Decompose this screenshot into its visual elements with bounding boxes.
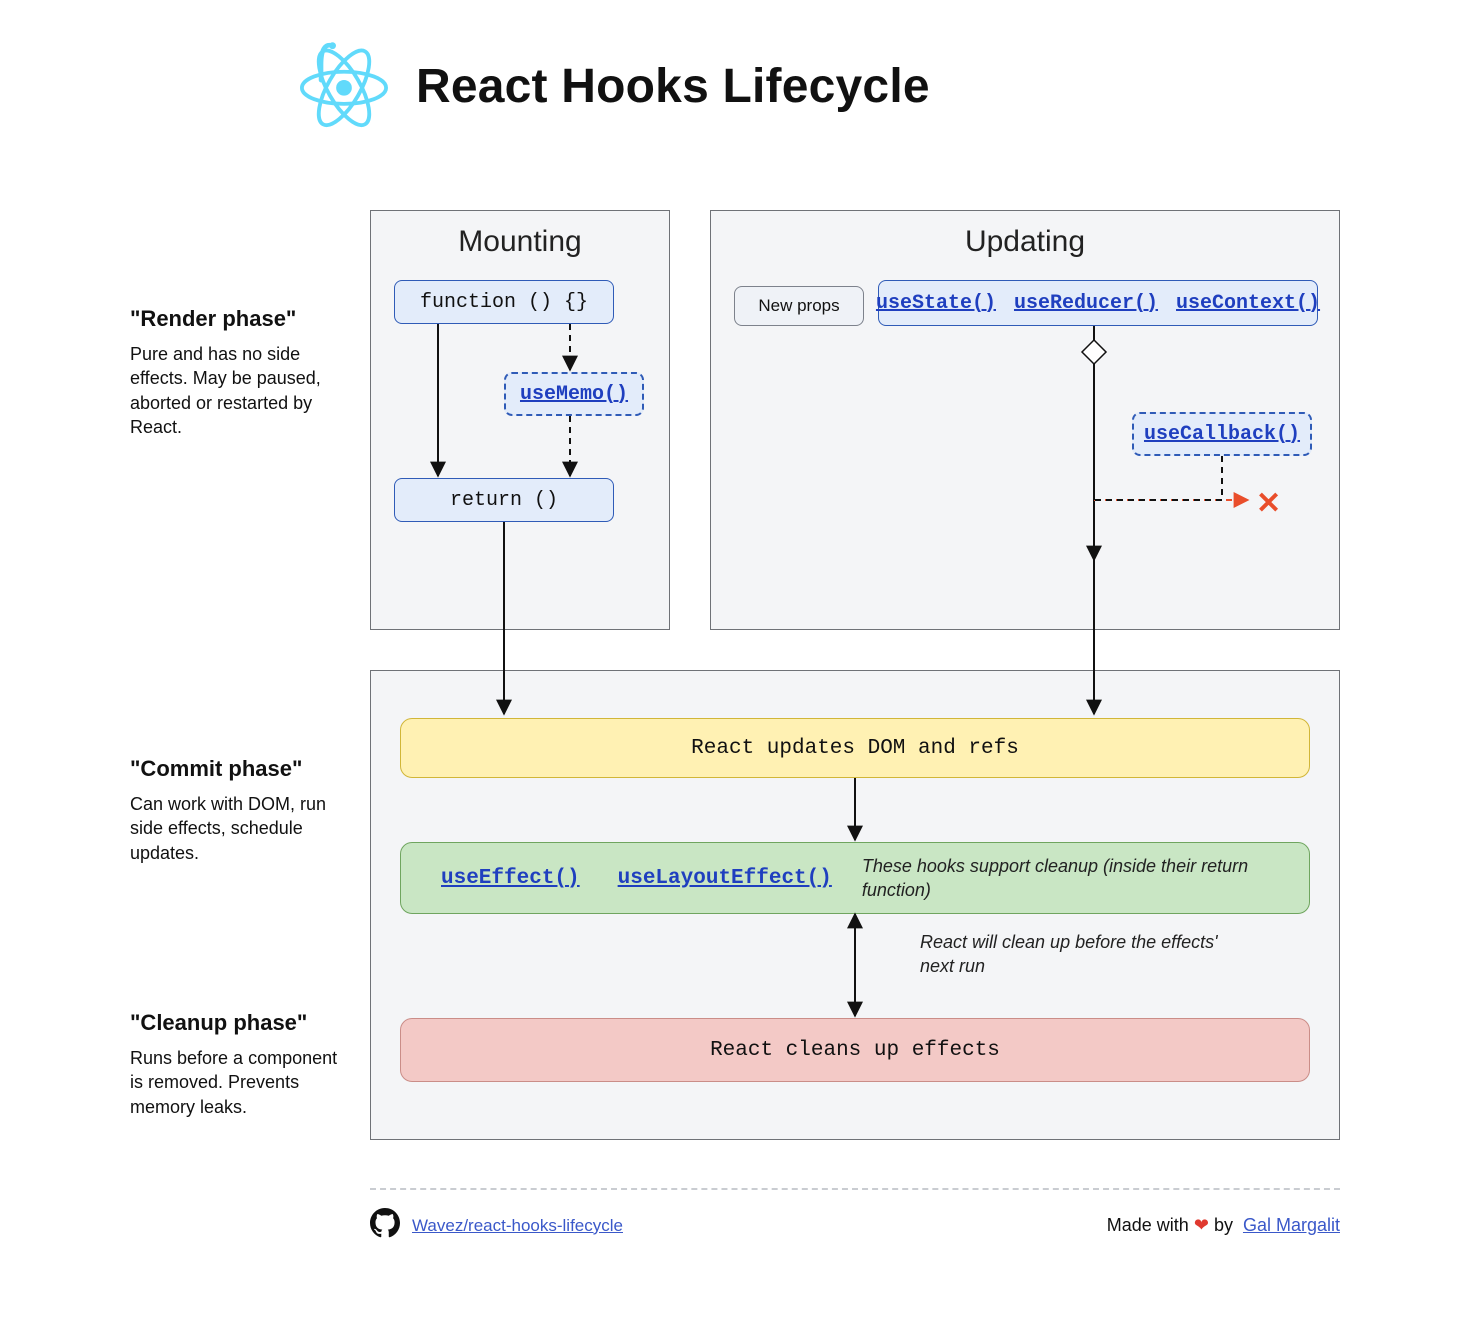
hook-useeffect[interactable]: useEffect() bbox=[441, 867, 580, 890]
github-icon bbox=[370, 1208, 400, 1243]
phase-render-desc: Pure and has no side effects. May be pau… bbox=[130, 342, 350, 439]
by-text: by bbox=[1214, 1215, 1233, 1235]
node-usecallback: useCallback() bbox=[1132, 412, 1312, 456]
node-dom-refs-label: React updates DOM and refs bbox=[691, 737, 1019, 760]
footer-credit: Made with ❤ by Gal Margalit bbox=[1107, 1215, 1340, 1236]
hook-usereducer[interactable]: useReducer() bbox=[1014, 292, 1158, 315]
phase-commit-title: "Commit phase" bbox=[130, 756, 350, 782]
header: React Hooks Lifecycle bbox=[300, 40, 1340, 133]
hook-usecallback[interactable]: useCallback() bbox=[1144, 423, 1300, 446]
node-cleanup-label: React cleans up effects bbox=[710, 1039, 1000, 1062]
react-logo-icon bbox=[300, 40, 388, 133]
cleanup-between-note: React will clean up before the effects' … bbox=[920, 930, 1240, 979]
footer: Wavez/react-hooks-lifecycle Made with ❤ … bbox=[370, 1188, 1340, 1243]
node-usememo: useMemo() bbox=[504, 372, 644, 416]
phase-commit-desc: Can work with DOM, run side effects, sch… bbox=[130, 792, 350, 865]
hook-uselayouteffect[interactable]: useLayoutEffect() bbox=[618, 867, 832, 890]
node-function-label: function () {} bbox=[420, 291, 588, 314]
repo-link[interactable]: Wavez/react-hooks-lifecycle bbox=[412, 1216, 623, 1236]
heart-icon: ❤ bbox=[1194, 1215, 1209, 1235]
bailout-x-icon: ✕ bbox=[1256, 486, 1281, 521]
node-new-props-label: New props bbox=[758, 296, 839, 316]
node-return-label: return () bbox=[450, 489, 558, 512]
hook-usestate[interactable]: useState() bbox=[876, 292, 996, 315]
node-updating-hooks: useState() useReducer() useContext() bbox=[878, 280, 1318, 326]
panel-updating-title: Updating bbox=[711, 225, 1339, 259]
panel-mounting: Mounting bbox=[370, 210, 670, 630]
hook-usememo[interactable]: useMemo() bbox=[520, 383, 628, 406]
node-dom-refs: React updates DOM and refs bbox=[400, 718, 1310, 778]
node-new-props: New props bbox=[734, 286, 864, 326]
node-cleanup: React cleans up effects bbox=[400, 1018, 1310, 1082]
phase-commit: "Commit phase" Can work with DOM, run si… bbox=[130, 756, 350, 865]
node-effects: useEffect() useLayoutEffect() These hook… bbox=[400, 842, 1310, 914]
node-function: function () {} bbox=[394, 280, 614, 324]
node-return: return () bbox=[394, 478, 614, 522]
phase-cleanup-desc: Runs before a component is removed. Prev… bbox=[130, 1046, 350, 1119]
panel-mounting-title: Mounting bbox=[371, 225, 669, 259]
phase-render: "Render phase" Pure and has no side effe… bbox=[130, 306, 350, 439]
author-link[interactable]: Gal Margalit bbox=[1243, 1215, 1340, 1235]
diagram-page: React Hooks Lifecycle bbox=[130, 40, 1340, 169]
phase-cleanup: "Cleanup phase" Runs before a component … bbox=[130, 1010, 350, 1119]
phase-render-title: "Render phase" bbox=[130, 306, 350, 332]
phase-cleanup-title: "Cleanup phase" bbox=[130, 1010, 350, 1036]
made-with-text: Made with bbox=[1107, 1215, 1189, 1235]
hook-usecontext[interactable]: useContext() bbox=[1176, 292, 1320, 315]
page-title: React Hooks Lifecycle bbox=[416, 59, 930, 114]
effects-note: These hooks support cleanup (inside thei… bbox=[862, 854, 1269, 903]
